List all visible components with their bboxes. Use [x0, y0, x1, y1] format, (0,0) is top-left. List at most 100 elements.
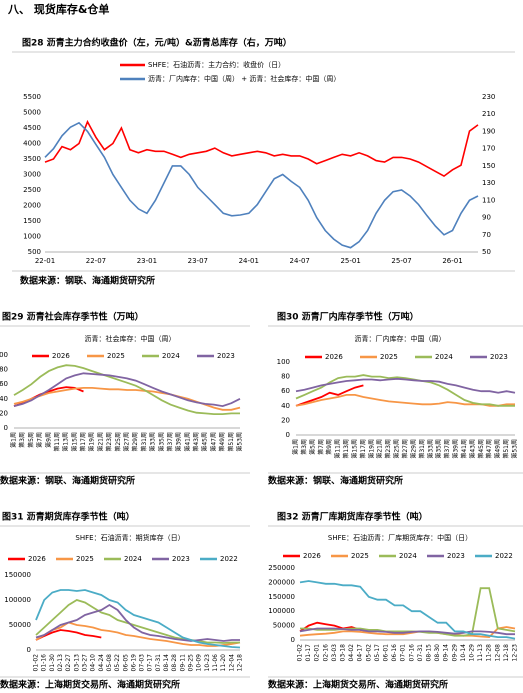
x-tick-label: 第11周: [53, 432, 61, 452]
x-tick-label: 22-01: [35, 257, 55, 265]
y-tick-label: 2000: [23, 202, 41, 210]
x-tick-label: 11-06: [212, 654, 219, 672]
x-tick-label: 09-11: [179, 654, 186, 672]
legend-label: 2025: [107, 352, 125, 360]
x-tick-label: 01-30: [49, 654, 56, 672]
x-tick-label: 第49周: [494, 439, 502, 459]
y-tick-label: 100: [0, 351, 8, 359]
y-tick-label: 60: [281, 387, 290, 395]
x-tick-label: 第25周: [393, 439, 401, 459]
y-tick-label: 3000: [23, 171, 41, 179]
x-tick-label: 第39周: [452, 439, 460, 459]
x-tick-label: 24-07: [290, 257, 310, 265]
x-tick-label: 第31周: [418, 439, 426, 459]
y-tick-label: 50000: [9, 621, 31, 629]
x-tick-label: 第17周: [359, 439, 367, 459]
series-line: [299, 626, 516, 639]
x-tick-label: 02-27: [65, 654, 72, 672]
series-line: [35, 589, 241, 649]
x-tick-label: 第29周: [409, 439, 417, 459]
y-tick-label: 80: [281, 373, 290, 381]
x-tick-label: 第35周: [435, 439, 443, 459]
x-tick-label: 第25周: [114, 432, 122, 452]
y2-tick-label: 170: [482, 145, 495, 153]
x-tick-label: 第45周: [477, 439, 485, 459]
x-tick-label: 08-15: [426, 644, 433, 662]
legend-label: 2024: [124, 555, 142, 563]
series-line: [13, 372, 241, 408]
y-tick-label: 100000: [268, 607, 295, 615]
x-tick-label: 07-03: [139, 654, 146, 672]
y-tick-label: 5000: [23, 109, 41, 117]
series-line: [299, 627, 515, 636]
x-tick-label: 11-20: [220, 654, 227, 672]
x-tick-label: 第3周: [18, 432, 26, 448]
x-tick-label: 26-01: [442, 257, 462, 265]
x-tick-label: 07-17: [147, 654, 154, 672]
x-tick-label: 第9周: [325, 439, 333, 455]
series-line: [295, 384, 364, 407]
legend-label: 2022: [220, 555, 238, 563]
x-tick-label: 第41周: [183, 432, 191, 452]
x-tick-label: 第21周: [96, 432, 104, 452]
x-tick-label: 第5周: [308, 439, 316, 455]
x-tick-label: 04-02: [348, 644, 355, 662]
x-tick-label: 09-29: [451, 644, 458, 662]
x-tick-label: 01-02: [33, 654, 40, 672]
y-tick-label: 40: [0, 395, 8, 403]
y-tick-label: 0: [4, 424, 8, 432]
x-tick-label: 22-07: [86, 257, 106, 265]
x-tick-label: 第7周: [36, 432, 44, 448]
source-note: 数据来源：上海期货交易所、海通期货研究所: [268, 679, 448, 691]
y-tick-label: 150000: [4, 571, 31, 579]
x-tick-label: 第47周: [485, 439, 493, 459]
x-tick-label: 12-18: [237, 654, 244, 672]
x-tick-label: 04-24: [98, 654, 105, 672]
y2-tick-label: 70: [482, 231, 491, 239]
series-line: [35, 629, 102, 641]
y-tick-label: 20: [281, 416, 290, 424]
x-tick-label: 第41周: [460, 439, 468, 459]
x-tick-label: 07-31: [417, 644, 424, 662]
y-tick-label: 250000: [268, 564, 295, 572]
x-tick-label: 10-09: [196, 654, 203, 672]
x-tick-label: 23-07: [188, 257, 208, 265]
y2-tick-label: 50: [482, 248, 491, 256]
x-tick-label: 第53周: [236, 432, 244, 452]
x-tick-label: 第19周: [367, 439, 375, 459]
series-line: [295, 374, 515, 407]
legend-label: 2023: [447, 552, 465, 560]
x-tick-label: 第21周: [376, 439, 384, 459]
x-tick-label: 第37周: [166, 432, 174, 452]
x-tick-label: 第13周: [342, 439, 350, 459]
x-tick-label: 09-14: [443, 644, 450, 662]
x-tick-label: 第1周: [10, 432, 18, 448]
y-tick-label: 1000: [23, 233, 41, 241]
x-tick-label: 04-17: [357, 644, 364, 662]
x-tick-label: 第29周: [131, 432, 139, 452]
legend-label: 2023: [217, 352, 235, 360]
x-tick-label: 07-16: [408, 644, 415, 662]
legend-label: 2024: [435, 353, 453, 361]
series-line: [35, 603, 240, 642]
x-tick-label: 06-19: [130, 654, 137, 672]
legend-label: 2023: [490, 353, 508, 361]
y-tick-label: 5500: [23, 93, 41, 101]
x-tick-label: 第5周: [27, 432, 35, 448]
x-tick-label: 第11周: [334, 439, 342, 459]
series-line: [295, 377, 516, 394]
x-tick-label: 12-18: [503, 644, 510, 662]
x-tick-label: 08-14: [163, 654, 170, 672]
x-tick-label: 03-27: [81, 654, 88, 672]
legend-label: SHFE：石油沥青：主力合约：收盘价（日）: [148, 60, 285, 69]
y-tick-label: 4500: [23, 124, 41, 132]
x-tick-label: 10-14: [460, 644, 467, 662]
x-tick-label: 第9周: [44, 432, 52, 448]
x-tick-label: 第7周: [317, 439, 325, 455]
series-line: [300, 587, 516, 637]
x-tick-label: 04-10: [90, 654, 97, 672]
source-note: 数据来源：钢联、海通期货研究所: [20, 275, 155, 287]
legend-label: 2024: [162, 352, 180, 360]
x-tick-label: 05-17: [374, 644, 381, 662]
